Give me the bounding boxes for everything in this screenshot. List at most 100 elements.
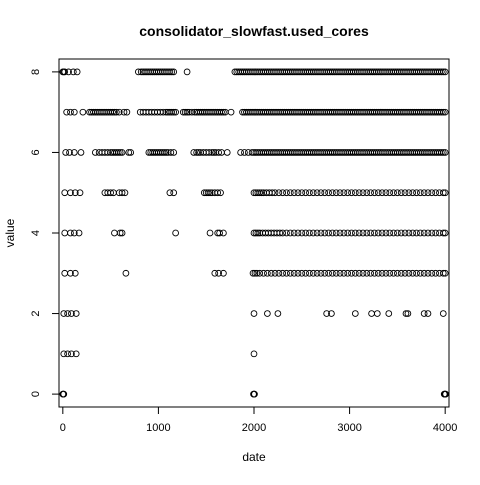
data-point bbox=[439, 68, 447, 76]
data-point bbox=[386, 229, 394, 237]
data-point bbox=[166, 189, 174, 197]
data-point bbox=[302, 189, 309, 197]
data-point bbox=[61, 68, 69, 76]
data-point bbox=[441, 269, 449, 277]
data-point bbox=[351, 189, 359, 197]
data-point bbox=[283, 269, 290, 277]
data-point bbox=[336, 269, 344, 277]
data-point bbox=[394, 189, 401, 197]
data-point bbox=[251, 390, 258, 398]
data-point bbox=[183, 68, 191, 76]
data-point bbox=[439, 189, 447, 197]
data-point bbox=[328, 310, 335, 317]
x-tick-label: 1000 bbox=[146, 422, 170, 434]
data-point bbox=[258, 189, 265, 197]
data-point bbox=[123, 108, 131, 116]
data-point bbox=[441, 189, 449, 197]
data-point bbox=[378, 269, 386, 277]
data-point bbox=[69, 68, 77, 76]
data-point bbox=[294, 229, 302, 237]
x-tick-label: 2000 bbox=[242, 422, 266, 434]
data-point bbox=[68, 350, 75, 358]
data-point bbox=[72, 310, 80, 317]
data-point bbox=[211, 269, 219, 277]
data-point bbox=[267, 269, 275, 277]
data-point bbox=[416, 189, 424, 197]
data-point bbox=[286, 229, 294, 237]
y-axis-label: value bbox=[3, 218, 17, 247]
data-point bbox=[134, 68, 142, 76]
data-point bbox=[344, 269, 352, 277]
data-point bbox=[61, 189, 69, 197]
data-point bbox=[355, 269, 363, 277]
data-point bbox=[162, 149, 170, 156]
data-point bbox=[208, 149, 216, 156]
data-point bbox=[374, 269, 382, 277]
data-point bbox=[206, 229, 214, 237]
data-point bbox=[260, 269, 267, 277]
data-point bbox=[115, 108, 123, 116]
data-point bbox=[298, 269, 306, 277]
data-point bbox=[367, 229, 374, 237]
data-point bbox=[256, 189, 264, 197]
data-point bbox=[172, 229, 179, 237]
data-point bbox=[286, 189, 294, 197]
data-point bbox=[336, 189, 344, 197]
data-point bbox=[309, 189, 317, 197]
data-point bbox=[363, 229, 371, 237]
data-point bbox=[386, 269, 394, 277]
data-point bbox=[118, 189, 126, 197]
data-point bbox=[386, 189, 394, 197]
x-tick-label: 3000 bbox=[337, 422, 361, 434]
data-point bbox=[72, 350, 80, 358]
data-point bbox=[363, 269, 371, 277]
data-point bbox=[275, 189, 283, 197]
data-point bbox=[279, 229, 287, 237]
data-point bbox=[193, 149, 200, 156]
data-point bbox=[325, 229, 332, 237]
data-point bbox=[313, 189, 321, 197]
data-point bbox=[439, 108, 447, 116]
data-point bbox=[111, 108, 118, 116]
data-point bbox=[70, 229, 78, 237]
data-point bbox=[416, 269, 424, 277]
data-point bbox=[64, 350, 71, 358]
data-point bbox=[67, 108, 74, 116]
data-point bbox=[104, 149, 112, 156]
data-point bbox=[256, 269, 264, 277]
data-point bbox=[439, 229, 447, 237]
data-point bbox=[61, 229, 69, 237]
data-point bbox=[374, 229, 382, 237]
data-point bbox=[321, 269, 329, 277]
data-point bbox=[438, 149, 445, 156]
data-point bbox=[378, 229, 386, 237]
data-point bbox=[424, 189, 432, 197]
data-point bbox=[420, 189, 428, 197]
data-point bbox=[122, 269, 130, 277]
data-point bbox=[241, 149, 248, 156]
data-point bbox=[441, 108, 449, 116]
data-point bbox=[313, 269, 321, 277]
data-point bbox=[60, 350, 68, 358]
data-point bbox=[402, 310, 410, 317]
data-point bbox=[170, 189, 178, 197]
data-point bbox=[401, 229, 409, 237]
y-tick-label: 2 bbox=[30, 310, 42, 316]
data-point bbox=[114, 149, 122, 156]
data-point bbox=[190, 149, 198, 156]
data-point bbox=[378, 189, 386, 197]
data-point bbox=[107, 189, 114, 197]
data-point bbox=[67, 189, 74, 197]
data-point bbox=[73, 68, 81, 76]
data-point bbox=[64, 310, 71, 317]
data-point bbox=[309, 269, 317, 277]
data-point bbox=[382, 189, 390, 197]
data-point bbox=[279, 269, 287, 277]
data-point bbox=[66, 149, 73, 156]
data-point bbox=[382, 269, 390, 277]
data-point bbox=[215, 149, 222, 156]
data-point bbox=[442, 390, 450, 398]
data-point bbox=[348, 229, 355, 237]
data-point bbox=[371, 229, 378, 237]
x-axis: 0 1000 2000 3000 4000 bbox=[60, 406, 457, 434]
